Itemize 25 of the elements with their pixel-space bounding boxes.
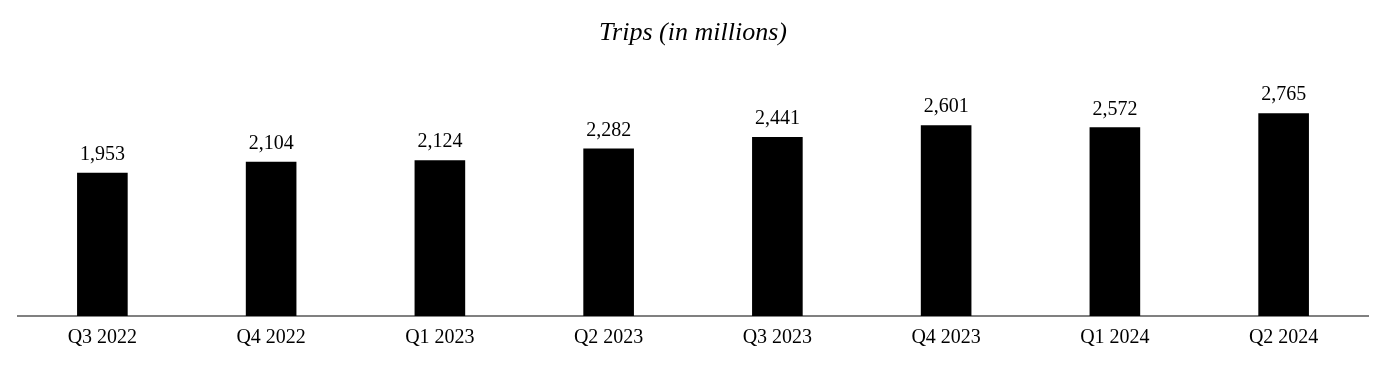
- bar: [414, 160, 466, 316]
- x-tick-label: Q1 2023: [405, 325, 475, 348]
- x-tick-label: Q4 2022: [236, 325, 306, 348]
- x-tick-label: Q2 2023: [573, 325, 644, 348]
- data-label: 2,441: [754, 106, 800, 129]
- x-tick-label: Q1 2024: [1080, 325, 1150, 348]
- x-tick-label: Q3 2022: [67, 325, 138, 348]
- bar: [1089, 127, 1141, 316]
- bar: [752, 136, 803, 316]
- data-label: 2,601: [923, 94, 969, 117]
- bar: [77, 172, 128, 316]
- data-label: 2,124: [417, 129, 463, 152]
- bar: [583, 148, 634, 316]
- bar: [245, 161, 297, 316]
- chart-title: Trips (in millions): [599, 17, 787, 47]
- x-tick-label: Q3 2023: [742, 325, 813, 348]
- data-label: 2,282: [586, 117, 632, 140]
- bar: [1258, 113, 1309, 316]
- data-label: 2,104: [248, 130, 294, 153]
- x-tick-label: Q2 2024: [1248, 325, 1319, 348]
- x-tick-label: Q4 2023: [911, 325, 981, 348]
- bar: [920, 125, 972, 316]
- data-label: 2,572: [1092, 96, 1138, 119]
- data-label: 2,765: [1261, 82, 1307, 105]
- data-label: 1,953: [79, 141, 125, 164]
